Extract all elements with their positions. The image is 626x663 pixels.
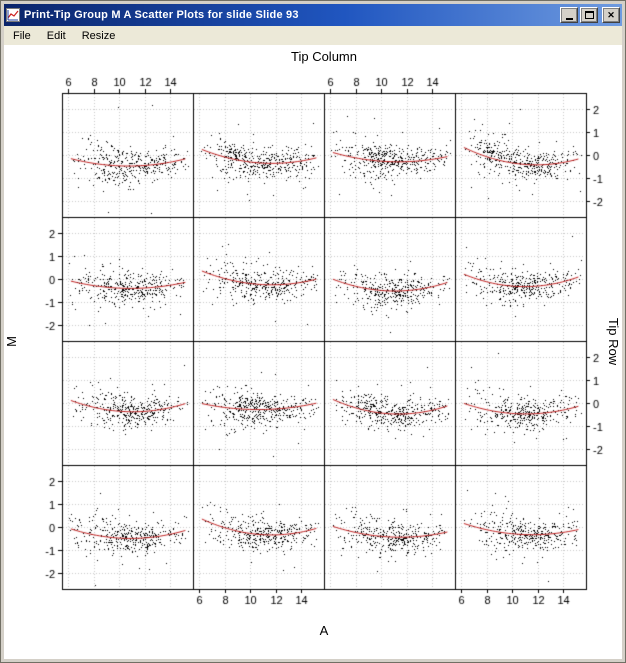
scatter-plot-canvas (4, 45, 622, 659)
window-icon (6, 8, 20, 22)
y-axis-title: M (4, 335, 19, 347)
right-axis-title: Tip Row (606, 317, 622, 365)
close-button[interactable]: ✕ (602, 7, 620, 23)
maximize-button[interactable] (580, 7, 598, 23)
window-title: Print-Tip Group M A Scatter Plots for sl… (24, 9, 299, 21)
menu-item-resize[interactable]: Resize (81, 29, 116, 42)
maximize-icon (584, 11, 594, 19)
menu-item-file[interactable]: File (13, 29, 31, 42)
window-controls: ✕ (560, 7, 620, 23)
top-axis-title: Tip Column (291, 49, 357, 64)
plot-area: Tip Column A M Tip Row (4, 45, 622, 659)
minimize-icon (565, 18, 573, 20)
x-axis-title: A (319, 623, 329, 638)
menu-item-edit[interactable]: Edit (46, 29, 66, 42)
menu-bar: File Edit Resize (4, 26, 622, 45)
close-icon: ✕ (607, 9, 615, 20)
minimize-button[interactable] (560, 7, 578, 23)
title-bar[interactable]: Print-Tip Group M A Scatter Plots for sl… (4, 4, 622, 26)
